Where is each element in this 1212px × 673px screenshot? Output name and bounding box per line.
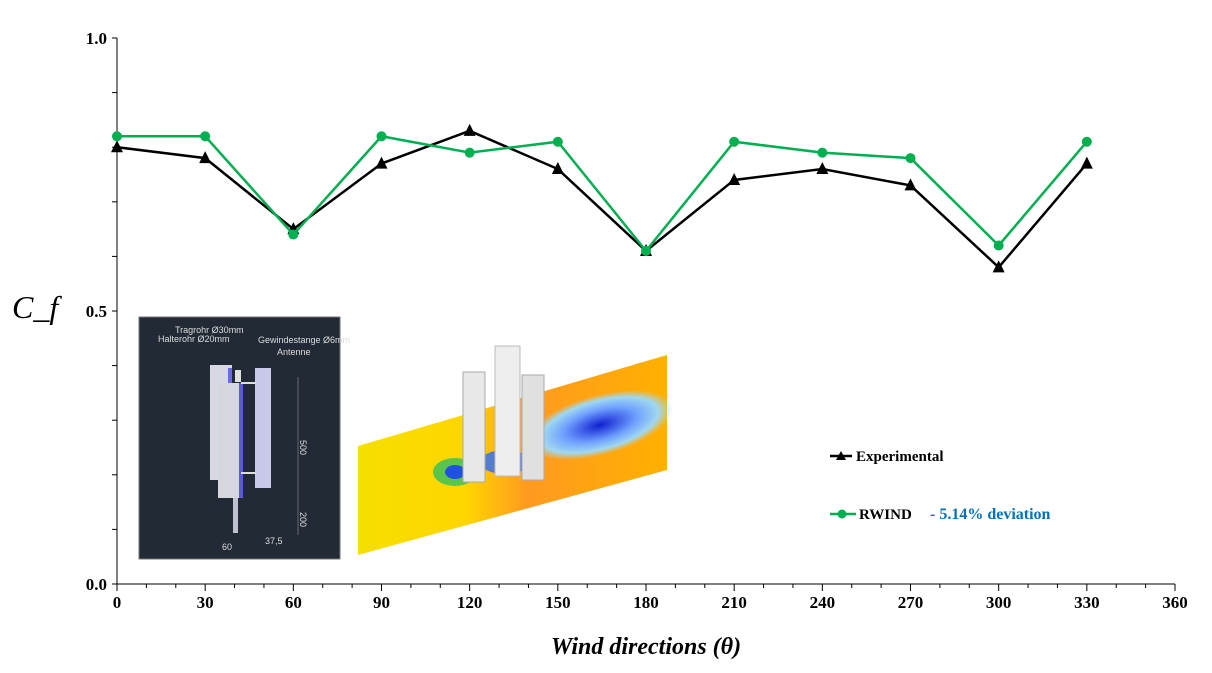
data-point: [464, 147, 475, 158]
data-point: [200, 131, 211, 142]
x-axis-label: Wind directions (θ): [551, 634, 741, 660]
data-point: [729, 136, 740, 147]
x-tick-label: 330: [1074, 593, 1100, 612]
x-tick-label: 270: [898, 593, 924, 612]
data-point: [551, 162, 564, 175]
series-rwind: [112, 131, 1092, 256]
x-tick-label: 120: [457, 593, 483, 612]
cad-label-halterohr: Halterohr Ø20mm: [158, 334, 230, 344]
cad-dim-200: 200: [298, 512, 308, 527]
data-point: [641, 245, 651, 256]
triangle-marker-icon: [836, 451, 846, 460]
x-tick-label: 240: [810, 593, 836, 612]
series-layer: [111, 123, 1093, 273]
data-point: [992, 260, 1005, 273]
data-point: [376, 131, 387, 142]
y-tick-label: 1.0: [86, 29, 107, 48]
cad-dim-500: 500: [298, 440, 308, 455]
y-tick-label: 0.5: [86, 302, 107, 321]
data-point: [816, 162, 829, 175]
deviation-annotation: - 5.14% deviation: [930, 506, 1051, 523]
x-tick-label: 0: [113, 593, 122, 612]
data-point: [905, 153, 916, 164]
x-tick-label: 300: [986, 593, 1012, 612]
x-tick-label: 60: [285, 593, 302, 612]
x-tick-label: 180: [633, 593, 659, 612]
cad-dim-60: 60: [222, 542, 232, 552]
cad-label-tragrohr: Tragrohr Ø30mm: [175, 325, 244, 335]
cad-label-gewindestange: Gewindestange Ø6mm: [258, 335, 350, 345]
cfd-flow-inset: [358, 345, 673, 555]
legend-label-rwind: RWIND: [859, 507, 912, 523]
cad-label-antenne: Antenne: [277, 347, 311, 357]
y-tick-label: 0.0: [86, 575, 107, 594]
x-tick-label: 150: [545, 593, 571, 612]
data-point: [288, 229, 299, 240]
circle-marker-icon: [837, 509, 847, 519]
x-tick-label: 360: [1162, 593, 1188, 612]
data-point: [904, 178, 917, 191]
x-tick-label: 30: [197, 593, 214, 612]
axes: 0 30 60 90 120 150 180 210 240 270 300 330 360 0.0 0.5…: [86, 29, 1188, 612]
x-tick-label: 210: [721, 593, 747, 612]
data-point: [375, 156, 388, 169]
data-point: [199, 151, 212, 164]
data-point: [463, 123, 476, 136]
data-point: [1080, 156, 1093, 169]
data-point: [112, 131, 122, 142]
cad-dim-37-5: 37,5: [265, 536, 283, 546]
data-point: [817, 147, 828, 158]
data-point: [728, 172, 741, 185]
data-point: [993, 240, 1004, 251]
x-tick-label: 90: [373, 593, 390, 612]
y-axis-label: C_f: [12, 289, 62, 325]
legend: Experimental RWIND - 5.14% deviation: [830, 449, 1051, 523]
data-point: [1081, 136, 1092, 147]
legend-item-rwind: RWIND - 5.14% deviation: [830, 506, 1051, 523]
data-point: [111, 140, 123, 153]
data-point: [552, 136, 563, 147]
legend-item-experimental: Experimental: [830, 449, 944, 465]
cad-model-inset: Tragrohr Ø30mm Halterohr Ø20mm Gewindest…: [138, 316, 350, 560]
legend-label-experimental: Experimental: [856, 449, 944, 465]
series-line: [117, 134, 1088, 253]
